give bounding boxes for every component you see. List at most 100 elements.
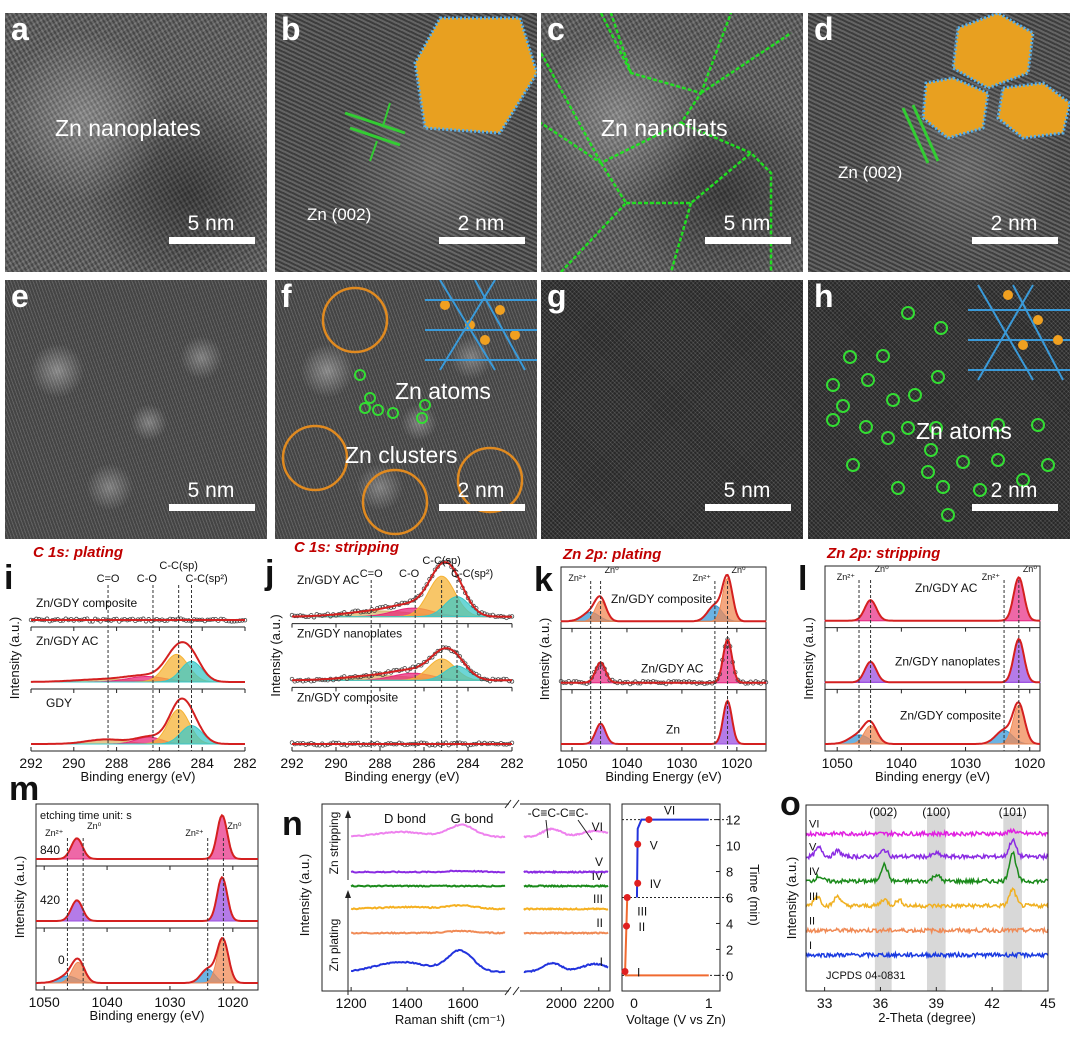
state-label: II (638, 920, 645, 934)
haadf-panel-f: f Zn atoms Zn clusters 2 nm (275, 280, 537, 539)
raman-series-III (523, 907, 609, 911)
x-tick-label: 284 (191, 755, 215, 771)
atom-marker (387, 407, 399, 419)
stripping-curve (635, 818, 709, 898)
arrow-icon (545, 819, 593, 841)
fit-envelope (561, 573, 766, 623)
reference-label: C-C(sp²) (186, 573, 228, 585)
series-label: II (809, 915, 815, 927)
scale-label: 2 nm (457, 212, 505, 235)
trace-label: GDY (46, 696, 72, 710)
series-label: I (600, 955, 603, 969)
panel-title: Zn 2p: plating (562, 546, 661, 563)
plating-label: Zn plating (327, 919, 341, 972)
atom-marker (859, 420, 873, 434)
x-axis-label: Binding Energy (eV) (605, 769, 721, 784)
y-axis-label: Intensity (a.u.) (297, 854, 312, 936)
lattice-overlay (344, 16, 537, 162)
grain-boundary-overlay (541, 13, 792, 272)
x-axis-label: Raman shift (cm⁻¹) (395, 1012, 505, 1027)
atom-marker (826, 378, 840, 392)
x-tick-label: 1020 (217, 994, 248, 1010)
reference-label: Zn⁰ (227, 821, 242, 831)
atom-marker (836, 399, 850, 413)
g-band-label: G bond (451, 811, 494, 826)
atoms-label: Zn atoms (916, 418, 1012, 444)
panel-letter: b (281, 13, 301, 47)
zn-atom-model-icon (440, 300, 450, 310)
x-tick-label: 288 (368, 755, 392, 771)
reference-label: Zn²⁺ (185, 828, 204, 838)
atom-marker (956, 455, 970, 469)
x-tick-label: 1030 (950, 755, 981, 771)
x-tick-label: 1 (705, 995, 713, 1011)
x-tick-label: 290 (62, 755, 86, 771)
reference-label: Zn⁰ (605, 565, 620, 575)
y-axis-label: Intensity (a.u.) (537, 618, 552, 700)
trace-label: Zn/GDY composite (611, 592, 712, 606)
atom-marker (941, 508, 955, 522)
y-tick-label: 2 (726, 942, 733, 957)
x-tick-label: 288 (105, 755, 129, 771)
x-tick-label: 1040 (886, 755, 917, 771)
fit-envelope (825, 576, 1041, 622)
state-point (621, 968, 629, 976)
y-axis-label: Intensity (a.u.) (801, 617, 816, 699)
reference-label: C-C(sp²) (451, 568, 493, 580)
state-point (623, 894, 631, 901)
haadf-image (541, 280, 803, 539)
atoms-label: Zn atoms (395, 378, 491, 404)
atom-marker (929, 421, 943, 435)
cluster-marker (321, 286, 389, 354)
y-tick-label: 8 (726, 865, 733, 880)
atom-marker (934, 321, 948, 335)
scale-bar (972, 504, 1058, 511)
atom-marker (901, 421, 915, 435)
lattice-plane-label: Zn (002) (307, 205, 372, 224)
zn-atom-model-icon (1053, 335, 1063, 345)
etching-time-note: etching time unit: s (40, 810, 132, 822)
x-tick-label: 282 (233, 755, 257, 771)
reference-label: C-O (137, 573, 158, 585)
panel-letter: m (9, 770, 39, 808)
trace-label: Zn/GDY nanoplates (297, 627, 402, 641)
x-tick-label: 1050 (29, 994, 60, 1010)
series-label: V (595, 855, 603, 869)
reference-label: Zn⁰ (1023, 564, 1038, 574)
x-tick-label: 1600 (448, 995, 479, 1011)
trace-label: Zn/GDY composite (900, 708, 1001, 722)
panel-title: C 1s: stripping (294, 539, 399, 556)
reference-label: C-O (399, 568, 420, 580)
x-tick-label: 1040 (91, 994, 122, 1010)
gdy-lattice-icon (968, 284, 1070, 381)
x-tick-label: 286 (412, 755, 436, 771)
x-tick-label: 0 (630, 995, 638, 1011)
hexagon-model-icon (996, 81, 1070, 140)
scale-label: 2 nm (990, 212, 1038, 235)
atom-marker (359, 402, 371, 414)
x-tick-label: 42 (984, 995, 1000, 1011)
x-tick-label: 2200 (583, 995, 614, 1011)
atom-marker (886, 393, 900, 407)
fit-envelope (36, 875, 258, 922)
tem-panel-d: d Zn (002) 2 nm (808, 13, 1070, 272)
atom-marker (973, 483, 987, 497)
xps-panel-j: 292 290 288 286 284 282 (280, 559, 524, 771)
hexagon-model-icon (413, 16, 537, 135)
scale-bar (439, 504, 525, 511)
scale-label: 5 nm (187, 479, 235, 502)
state-label: IV (650, 877, 661, 891)
trace-label: Zn/GDY nanoplates (895, 655, 1000, 669)
reference-label: Zn⁰ (87, 821, 102, 831)
x-tick-label: 1030 (154, 994, 185, 1010)
atom-marker (364, 392, 376, 404)
trace-label: 0 (58, 953, 65, 967)
plot-frame (35, 803, 259, 991)
x-tick-label: 1030 (666, 755, 697, 771)
series-label: II (596, 916, 603, 930)
scale-label: 2 nm (990, 479, 1038, 502)
y-axis-label: Time (min) (747, 864, 762, 926)
raman-series-V (523, 869, 609, 875)
xps-panel-i: 292 290 288 286 284 282 (19, 585, 257, 771)
panel-title: C 1s: plating (33, 544, 123, 561)
